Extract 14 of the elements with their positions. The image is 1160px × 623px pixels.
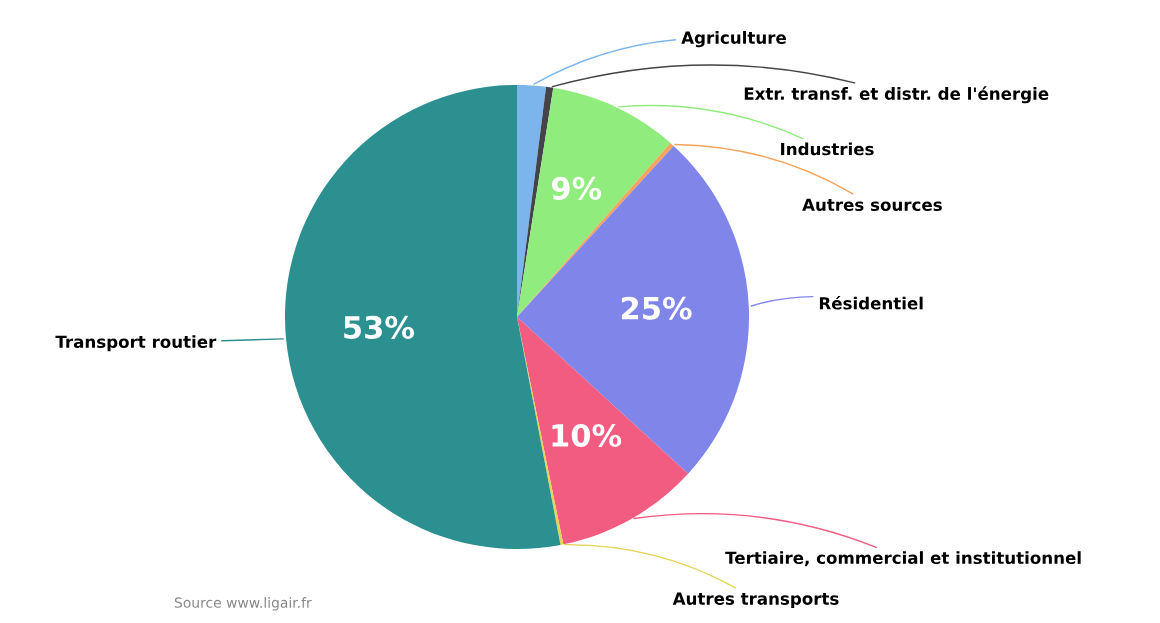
data-label: 25% bbox=[621, 296, 692, 320]
slice-label: Tertiaire, commercial et institutionnel bbox=[725, 551, 1081, 567]
data-label: 9% bbox=[551, 176, 602, 200]
slice-label: Transport routier bbox=[55, 335, 217, 352]
slice-label: Autres sources bbox=[802, 198, 942, 212]
data-label: 53% bbox=[344, 315, 415, 339]
slice-label: Agriculture bbox=[681, 31, 786, 48]
slice-label: Extr. transf. et distr. de l'énergie bbox=[744, 86, 1049, 104]
slice-label: Résidentiel bbox=[819, 296, 923, 310]
slice-label: Industries bbox=[781, 142, 874, 156]
pie-slice bbox=[517, 145, 749, 474]
source-note: Source www.ligair.fr bbox=[174, 597, 312, 611]
data-label: 10% bbox=[552, 423, 622, 447]
slice-label: Autres transports bbox=[672, 592, 839, 609]
